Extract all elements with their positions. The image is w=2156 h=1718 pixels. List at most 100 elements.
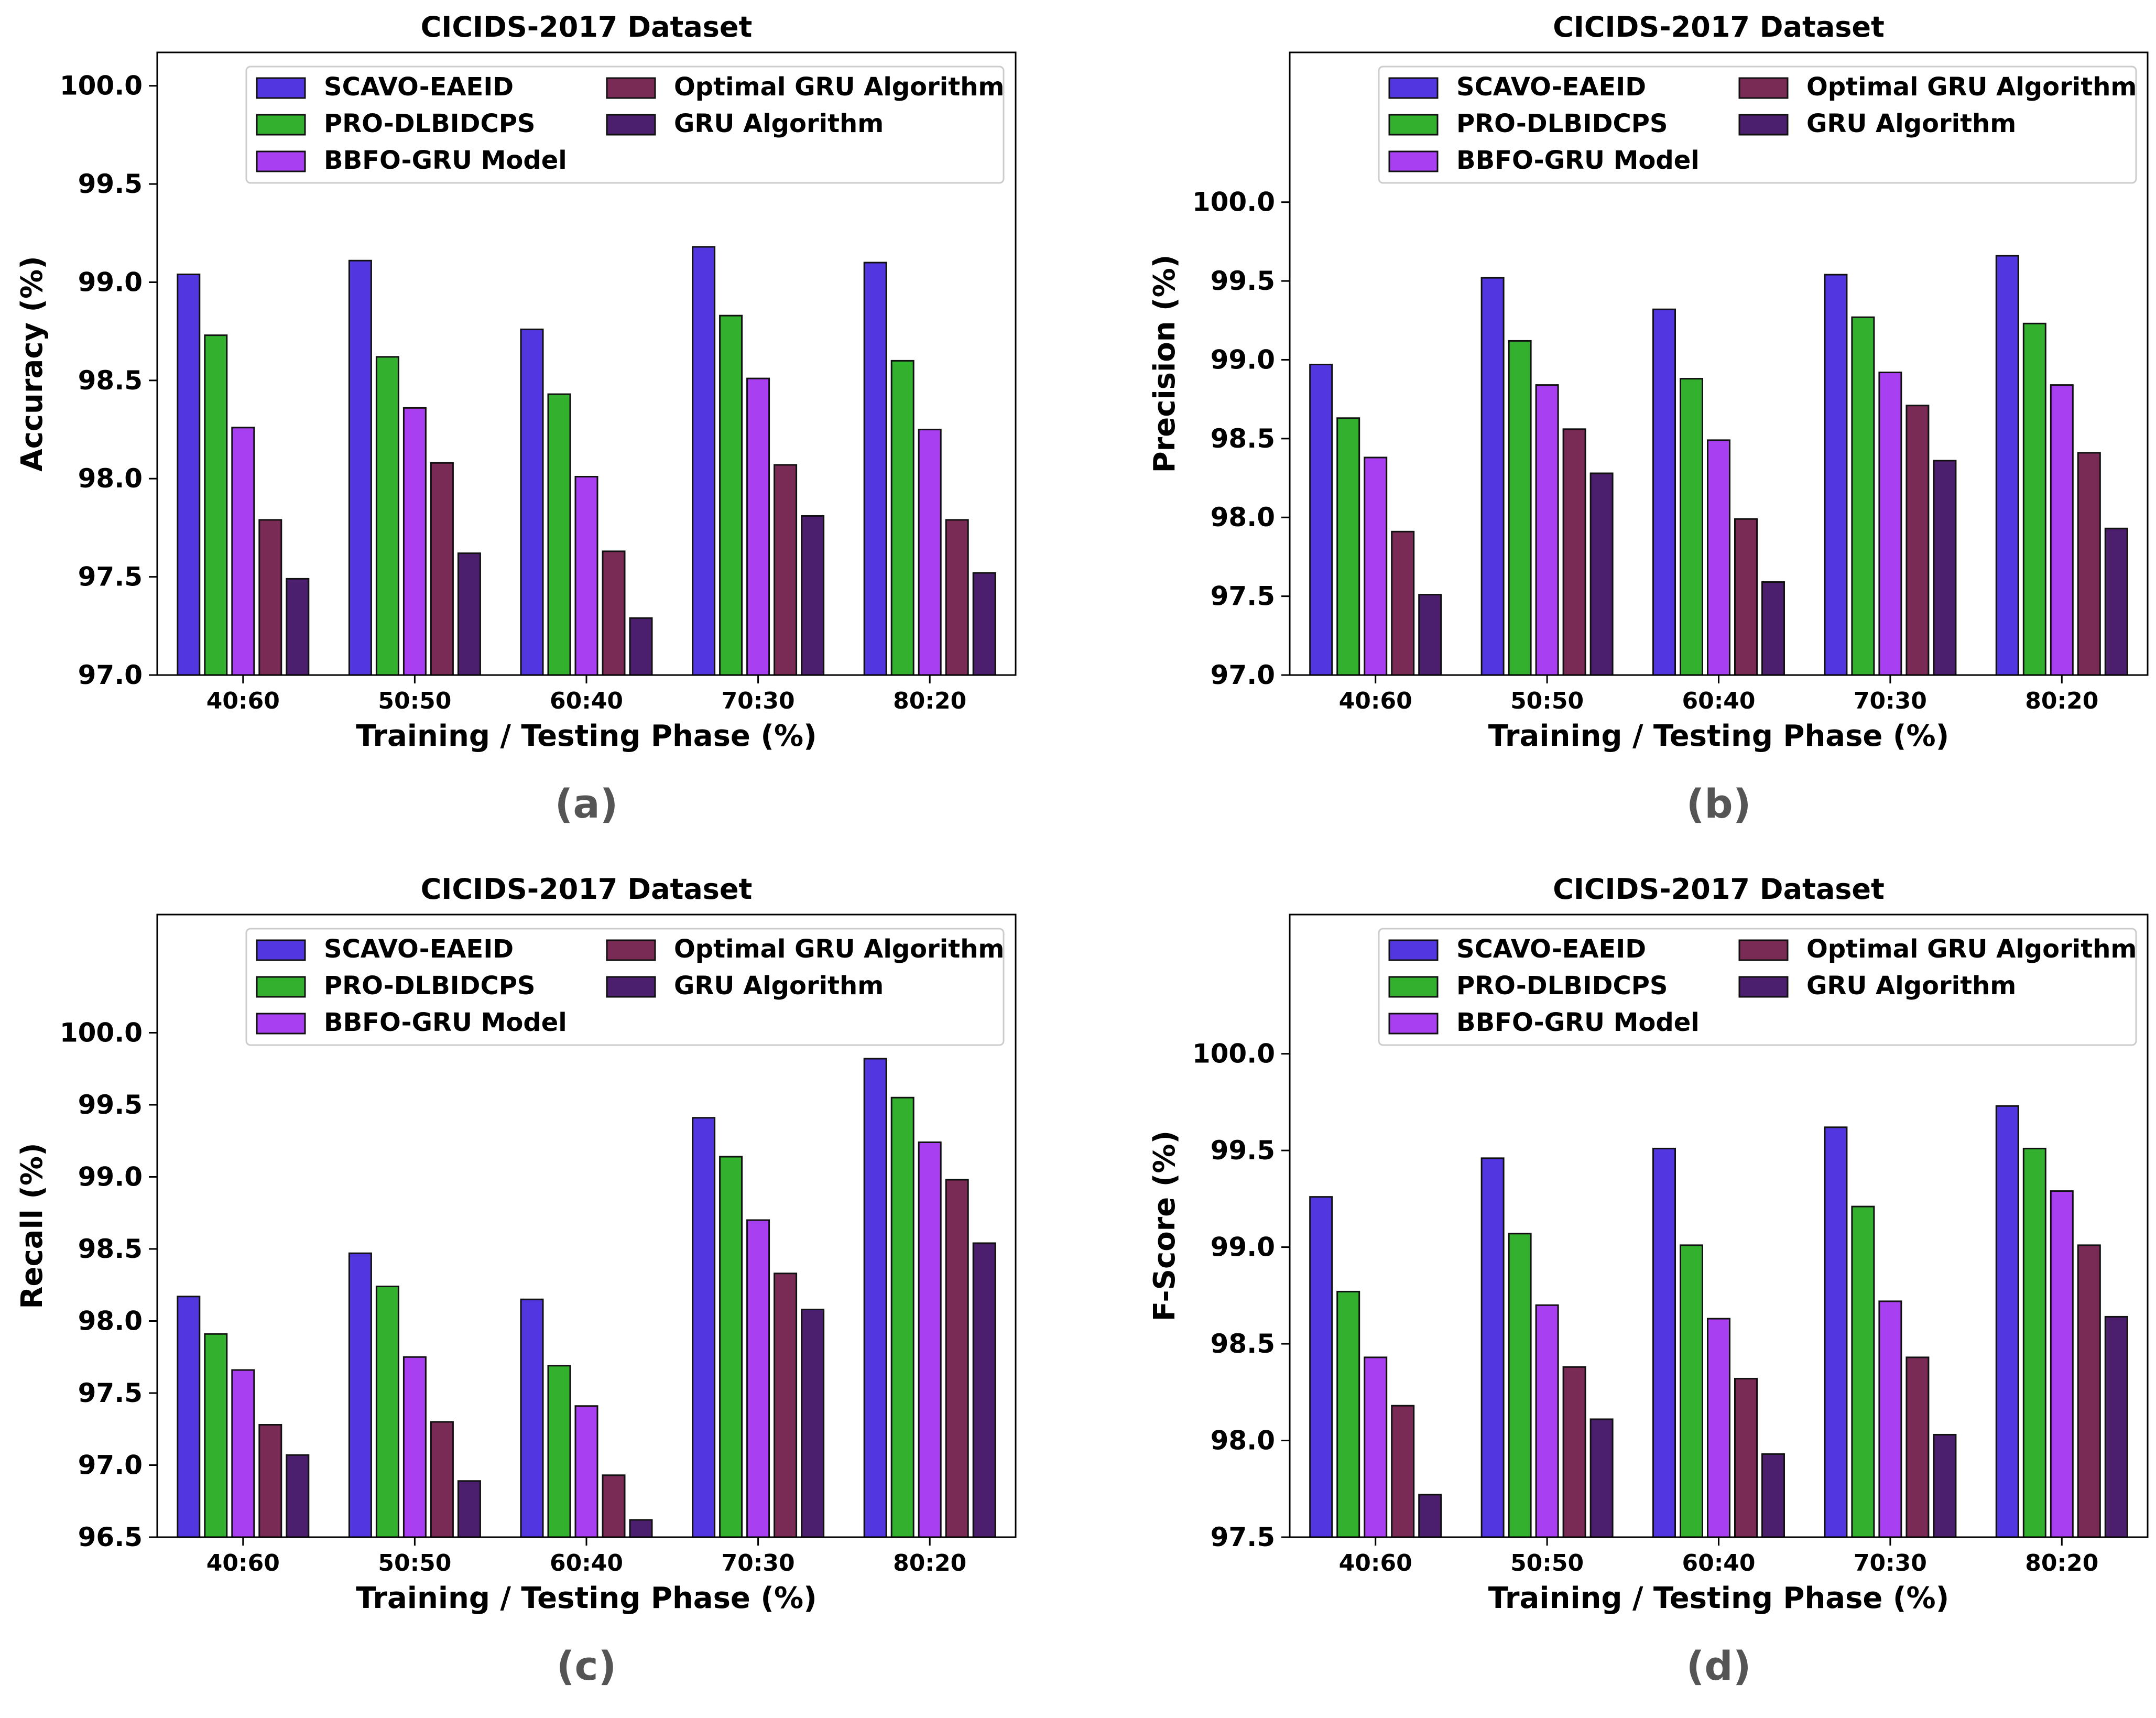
bar-scavo-eaeid-60-40: [520, 328, 544, 676]
bar-bbfo-gru-model-50-50: [402, 407, 427, 676]
bar-scavo-eaeid-70-30: [1824, 274, 1848, 676]
y-tick-label: 100.0: [1192, 1039, 1275, 1069]
bar-bbfo-gru-model-80-20: [2050, 384, 2074, 676]
panel-caption: (c): [557, 1643, 617, 1689]
bar-gru-algorithm-60-40: [1761, 1453, 1785, 1538]
chart-title: CICIDS-2017 Dataset: [421, 873, 753, 906]
bar-pro-dlbidcps-70-30: [1851, 1205, 1875, 1538]
bar-pro-dlbidcps-80-20: [2022, 1147, 2046, 1538]
bar-optimal-gru-algorithm-40-60: [1391, 1405, 1415, 1538]
legend-swatch: [1388, 77, 1439, 99]
bar-bbfo-gru-model-40-60: [231, 427, 255, 676]
legend-swatch: [1738, 939, 1789, 961]
y-tick-label: 97.5: [78, 562, 143, 592]
x-tick-label: 70:30: [1854, 688, 1927, 714]
bar-gru-algorithm-60-40: [629, 617, 653, 676]
x-axis-label: Training / Testing Phase (%): [356, 1581, 816, 1615]
bar-optimal-gru-algorithm-60-40: [602, 550, 626, 676]
y-axis-label: Accuracy (%): [15, 256, 49, 472]
legend-swatch: [256, 1013, 306, 1035]
legend-swatch: [1738, 77, 1789, 99]
y-tick-label: 98.0: [78, 463, 143, 494]
bar-optimal-gru-algorithm-70-30: [1905, 1356, 1930, 1538]
x-tick-label: 60:40: [550, 688, 623, 714]
bar-bbfo-gru-model-80-20: [918, 1141, 942, 1538]
bar-gru-algorithm-40-60: [1418, 1494, 1442, 1538]
y-axis-label: Precision (%): [1148, 255, 1182, 473]
legend-label: Optimal GRU Algorithm: [674, 934, 1004, 964]
legend-swatch: [1388, 1013, 1439, 1035]
bar-bbfo-gru-model-70-30: [1878, 372, 1902, 676]
bar-scavo-eaeid-50-50: [348, 1252, 372, 1538]
chart-title: CICIDS-2017 Dataset: [1553, 873, 1885, 906]
bar-gru-algorithm-80-20: [972, 1242, 996, 1538]
y-tick-label: 99.5: [78, 1090, 143, 1120]
bar-optimal-gru-algorithm-40-60: [258, 1424, 282, 1538]
bar-gru-algorithm-50-50: [1589, 1418, 1614, 1538]
chart-panel-0: 97.0 97.5 98.0 98.5 99.0 99.5 100.0 40:60 50:50 6…: [15, 10, 1017, 827]
bar-scavo-eaeid-40-60: [177, 273, 201, 676]
bar-optimal-gru-algorithm-80-20: [2077, 1244, 2101, 1538]
bar-scavo-eaeid-50-50: [1480, 277, 1505, 676]
x-tick-label: 70:30: [722, 688, 795, 714]
legend-swatch: [1738, 976, 1789, 998]
bar-scavo-eaeid-40-60: [1309, 1196, 1333, 1538]
bar-optimal-gru-algorithm-70-30: [1905, 405, 1930, 676]
y-tick-label: 98.0: [78, 1306, 143, 1336]
bar-scavo-eaeid-50-50: [348, 259, 372, 676]
bar-pro-dlbidcps-50-50: [375, 1286, 399, 1538]
bar-gru-algorithm-40-60: [286, 578, 310, 676]
y-tick-label: 97.0: [1211, 660, 1275, 690]
bar-bbfo-gru-model-40-60: [231, 1369, 255, 1538]
bar-pro-dlbidcps-50-50: [1508, 340, 1532, 676]
bar-gru-algorithm-70-30: [1933, 1433, 1957, 1538]
y-tick-label: 96.5: [78, 1522, 143, 1552]
bar-gru-algorithm-70-30: [1933, 460, 1957, 676]
bar-bbfo-gru-model-70-30: [746, 1219, 770, 1538]
bar-bbfo-gru-model-80-20: [918, 429, 942, 676]
bar-bbfo-gru-model-50-50: [1535, 384, 1559, 676]
bar-optimal-gru-algorithm-40-60: [258, 519, 282, 676]
bar-scavo-eaeid-60-40: [1652, 308, 1676, 676]
legend-label: BBFO-GRU Model: [324, 146, 567, 175]
y-tick-label: 98.5: [78, 365, 143, 396]
x-tick-label: 50:50: [1510, 1550, 1584, 1576]
bar-bbfo-gru-model-60-40: [1707, 439, 1730, 676]
bar-gru-algorithm-60-40: [629, 1519, 653, 1538]
bar-bbfo-gru-model-50-50: [1535, 1304, 1559, 1538]
bar-scavo-eaeid-70-30: [692, 246, 716, 676]
x-tick-label: 40:60: [1339, 1550, 1412, 1576]
bar-pro-dlbidcps-40-60: [1336, 417, 1360, 676]
legend-label: GRU Algorithm: [1806, 109, 2016, 138]
y-tick-label: 98.5: [78, 1234, 143, 1264]
chart-panel-2: 96.5 97.0 97.5 98.0 98.5 99.0 99.5 100.0 40:60 50…: [15, 873, 1017, 1689]
y-tick-label: 99.0: [78, 1162, 143, 1192]
bar-bbfo-gru-model-40-60: [1364, 456, 1388, 676]
bar-pro-dlbidcps-70-30: [1851, 316, 1875, 676]
chart-panel-1: 97.0 97.5 98.0 98.5 99.0 99.5 100.0 40:60 50:50 6…: [1148, 10, 2149, 827]
bar-bbfo-gru-model-50-50: [402, 1356, 427, 1538]
x-axis-label: Training / Testing Phase (%): [1488, 1581, 1949, 1615]
legend-label: PRO-DLBIDCPS: [1456, 971, 1668, 1001]
legend-label: BBFO-GRU Model: [324, 1008, 567, 1037]
y-axis-label: F-Score (%): [1148, 1130, 1182, 1321]
y-tick-label: 99.5: [78, 169, 143, 199]
bar-optimal-gru-algorithm-70-30: [774, 464, 798, 676]
bar-optimal-gru-algorithm-80-20: [945, 519, 969, 676]
bar-scavo-eaeid-80-20: [863, 262, 887, 676]
legend-label: SCAVO-EAEID: [324, 72, 514, 102]
legend-swatch: [1388, 150, 1439, 172]
bar-bbfo-gru-model-60-40: [574, 1405, 598, 1538]
legend-label: GRU Algorithm: [674, 971, 884, 1001]
y-tick-label: 98.0: [1211, 1426, 1275, 1456]
bar-pro-dlbidcps-40-60: [204, 334, 228, 676]
legend-swatch: [256, 77, 306, 99]
y-tick-label: 99.5: [1211, 1135, 1275, 1166]
panel-caption: (a): [555, 780, 618, 827]
x-tick-label: 40:60: [1339, 688, 1412, 714]
bar-optimal-gru-algorithm-50-50: [1562, 428, 1586, 676]
bar-gru-algorithm-50-50: [1589, 472, 1614, 676]
bar-pro-dlbidcps-60-40: [547, 393, 571, 676]
y-tick-label: 99.5: [1211, 266, 1275, 296]
